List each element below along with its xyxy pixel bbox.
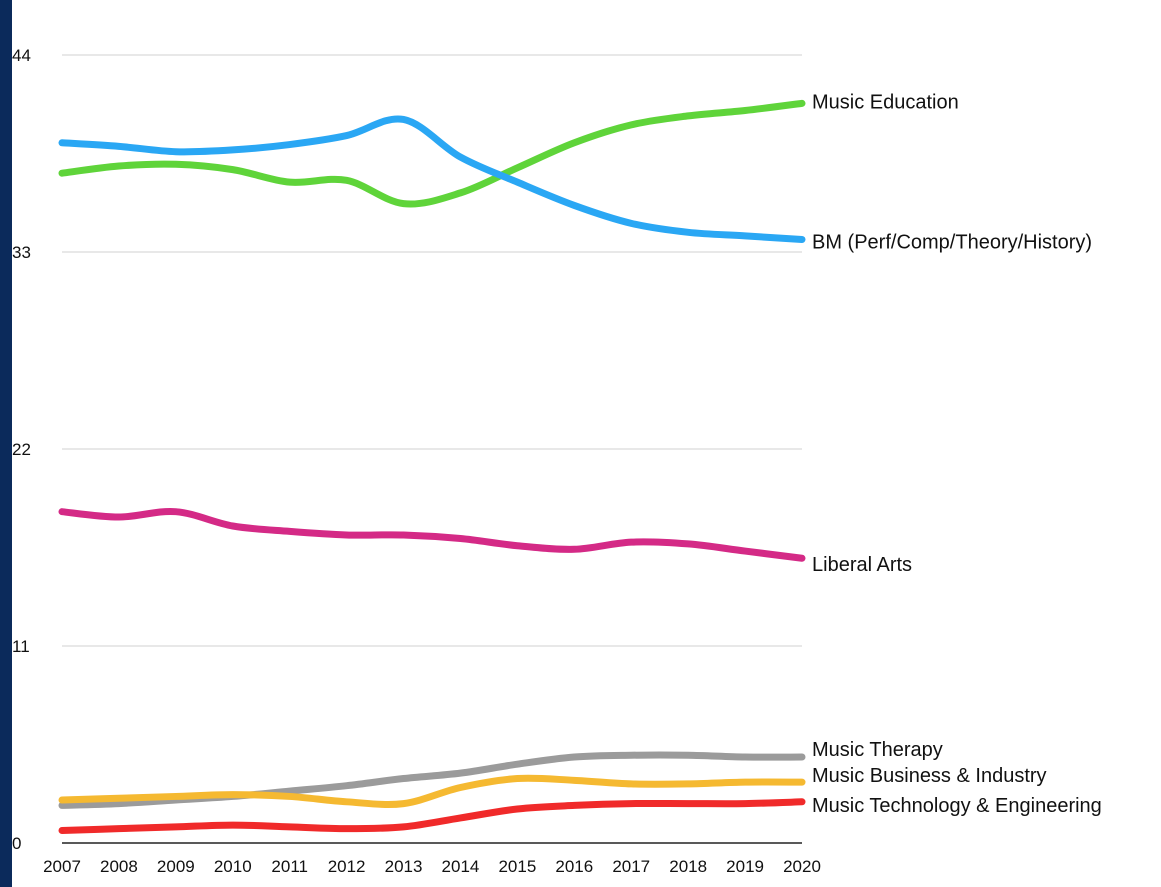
x-tick-label-2019: 2019: [726, 857, 764, 876]
x-tick-label-2014: 2014: [442, 857, 480, 876]
y-tick-label-33: 33: [12, 243, 31, 262]
series-line-music-technology-engineering: [58, 798, 806, 834]
x-tick-label-2016: 2016: [555, 857, 593, 876]
series-labels: Music Education BM (Perf/Comp/Theory/Hist…: [812, 91, 1102, 816]
y-tick-label-0: 0: [12, 834, 21, 853]
x-tick-label-2009: 2009: [157, 857, 195, 876]
x-tick-label-2020: 2020: [783, 857, 821, 876]
series-line-music-business-industry: [58, 774, 806, 808]
y-tick-label-22: 22: [12, 440, 31, 459]
series-label-music-technology-engineering: Music Technology & Engineering: [812, 795, 1102, 817]
series-line-bm-perf-comp-theory-history: [58, 115, 806, 243]
chart-panel: 0 11 22 33 44 2007 2008 2009 2010 2011 2012 2013 20…: [12, 0, 1161, 887]
y-tick-labels: 0 11 22 33 44: [12, 46, 31, 853]
series-label-music-education: Music Education: [812, 91, 959, 113]
x-tick-label-2010: 2010: [214, 857, 252, 876]
series-label-bm-perf-comp-theory-history: BM (Perf/Comp/Theory/History): [812, 231, 1092, 253]
x-tick-label-2015: 2015: [498, 857, 536, 876]
series-label-music-therapy: Music Therapy: [812, 739, 943, 761]
x-tick-label-2008: 2008: [100, 857, 138, 876]
x-tick-label-2018: 2018: [669, 857, 707, 876]
series-line-liberal-arts: [58, 507, 806, 562]
gridlines: [62, 54, 802, 844]
x-tick-label-2017: 2017: [612, 857, 650, 876]
x-tick-label-2011: 2011: [271, 857, 308, 876]
x-tick-label-2007: 2007: [43, 857, 81, 876]
x-tick-labels: 2007 2008 2009 2010 2011 2012 2013 2014 2015 2016…: [43, 857, 821, 876]
series-line-music-education: [58, 99, 806, 208]
series-lines: [58, 99, 806, 834]
series-label-music-business-industry: Music Business & Industry: [812, 765, 1047, 787]
series-label-liberal-arts: Liberal Arts: [812, 554, 912, 576]
y-tick-label-11: 11: [12, 637, 30, 656]
y-tick-label-44: 44: [12, 46, 31, 65]
x-tick-label-2012: 2012: [328, 857, 366, 876]
x-tick-label-2013: 2013: [385, 857, 423, 876]
